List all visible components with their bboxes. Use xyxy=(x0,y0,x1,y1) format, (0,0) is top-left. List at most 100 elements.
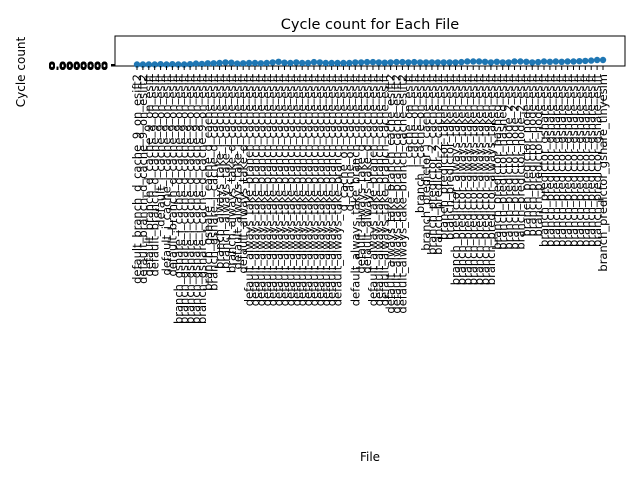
x-tick-label: branch_predictor_gshare_esift xyxy=(537,74,551,247)
data-point xyxy=(505,59,512,66)
data-point xyxy=(257,60,265,67)
x-axis-label: File xyxy=(360,450,380,464)
data-point xyxy=(281,59,288,66)
data-point xyxy=(546,58,554,65)
data-point xyxy=(139,61,147,68)
x-tick-label: default_always_take_d_cache_esift xyxy=(360,74,374,274)
x-tick-label: branch_predictor_i_cache_esift xyxy=(419,74,433,251)
y-tick-label: 0.0000000 xyxy=(49,61,109,72)
x-tick-label: branch_predictor_gshare_esift xyxy=(567,74,581,247)
y-tick-label: 0.0000000 xyxy=(49,61,109,72)
data-point xyxy=(216,59,223,67)
data-point xyxy=(346,59,353,67)
data-point xyxy=(169,60,176,68)
x-tick-label: default_always_take_branch_cache_esift xyxy=(313,74,327,307)
x-tick-label: default_always_take_d_cache_esift xyxy=(354,74,368,274)
data-point xyxy=(464,58,471,65)
data-point xyxy=(293,59,300,66)
x-tick-label: default_branch_d_cache_9_on_esift xyxy=(142,74,156,277)
data-point xyxy=(275,58,282,65)
data-point xyxy=(588,57,595,64)
data-point xyxy=(558,58,565,65)
data-point xyxy=(352,59,359,66)
x-tick-label: default_always_take_branch_cache_esift xyxy=(272,74,286,307)
x-tick-label: branch_i_cache_on_esift xyxy=(413,74,427,214)
data-point xyxy=(210,60,217,67)
x-tick-label: branch_predictor_gshare_esift xyxy=(543,74,557,247)
data-point xyxy=(393,58,400,66)
data-point xyxy=(322,59,329,67)
x-tick-label: branch_gshare_i_cache_d_cache_9_on_esift xyxy=(177,74,191,325)
x-tick-label: d_cache_on_cache_esift xyxy=(336,74,350,212)
x-tick-label: branch_gshare_i_cache_d_cache_esift xyxy=(207,74,221,291)
y-tick-label: 0.0000000 xyxy=(49,62,109,73)
x-tick-label: default_always_take_branch_cache_esift xyxy=(348,74,362,307)
x-tick-label: branch_predictor_always_taken_esift xyxy=(478,74,492,286)
data-point xyxy=(357,59,365,66)
x-tick-label: default_i_cache_i_cache_9_on_esift xyxy=(159,74,173,276)
y-axis-ticks: 0.00000000.00000000.00000000.00000000.00… xyxy=(49,61,115,73)
x-tick-label: branch_predictor_hashed_esift xyxy=(490,74,504,250)
x-tick-label: default_always_take_branch_cache_esift xyxy=(307,74,321,307)
x-tick-label: branch_predictor_2_cache_esift xyxy=(425,74,439,255)
data-point xyxy=(251,59,259,67)
y-tick-label: 0.0000000 xyxy=(49,61,109,72)
x-tick-label: branch_predictor_gshare_esift xyxy=(590,74,604,247)
data-point xyxy=(428,59,436,66)
x-tick-label: default_always_take_branch_cache_esift xyxy=(248,74,262,307)
data-point xyxy=(145,61,152,68)
data-point xyxy=(452,59,459,66)
x-tick-label: default_branch_d_cache_9_on_esift2 xyxy=(130,74,144,284)
y-tick-label: 0.0000000 xyxy=(49,62,109,73)
data-point xyxy=(458,58,465,66)
x-tick-label: branch_gshare_i_cache_d_cache_9_on_esift xyxy=(183,74,197,325)
x-tick-label: branch_predictor_always_taken_esift xyxy=(466,74,480,286)
x-tick-label: branch_predictor_always_taken_esift xyxy=(484,74,498,286)
data-point xyxy=(440,59,447,66)
data-point xyxy=(475,58,483,65)
data-point xyxy=(387,59,394,66)
x-tick-label: branch_predictor_gshare_esift xyxy=(555,74,569,247)
data-point xyxy=(552,58,560,65)
x-tick-label: d_cache_on_cache_esift xyxy=(342,74,356,212)
x-tick-label: default_always_take_d_cache_esift xyxy=(236,74,250,274)
x-tick-label: branch_predictor_gshare_esift xyxy=(549,74,563,247)
x-tick-label: branch_predictor_taken_esift xyxy=(437,74,451,240)
data-point xyxy=(151,61,158,68)
x-tick-label: default_branch_d_cache_9_on_esift xyxy=(148,74,162,277)
x-tick-label: default_always_take_branch_cache_esift xyxy=(260,74,274,307)
x-tick-label: branch_predictor_node_esift xyxy=(525,74,539,237)
data-point xyxy=(222,59,229,66)
y-tick-label: 0.0000000 xyxy=(49,61,109,72)
x-tick-label: branch_predictor_node_2_esift xyxy=(513,74,527,250)
x-tick-label: branch_always_take_i_cache_esift xyxy=(218,74,232,269)
data-point xyxy=(310,58,318,66)
data-point xyxy=(499,59,506,66)
x-tick-label: default_always_take_branch_cache_esift xyxy=(366,74,380,307)
data-point xyxy=(481,58,489,65)
data-point xyxy=(180,61,188,68)
data-point xyxy=(328,59,335,67)
x-tick-label: default_always_take_branch_cache_esift xyxy=(266,74,280,307)
data-point xyxy=(304,59,312,67)
data-point xyxy=(263,59,270,67)
data-point xyxy=(157,60,164,68)
data-point xyxy=(363,58,371,66)
x-tick-label: branch_predictor_always_taken_esift xyxy=(472,74,486,286)
data-point xyxy=(340,59,347,67)
data-point xyxy=(204,60,211,67)
x-tick-label: default_always_take_branch_cache_esift xyxy=(242,74,256,307)
data-point xyxy=(287,59,294,67)
y-tick-label: 0.0000000 xyxy=(49,61,109,72)
x-tick-label: default_always_take_branch_cache_esift xyxy=(378,74,392,307)
data-point xyxy=(599,56,607,64)
data-point xyxy=(399,58,406,66)
y-tick-label: 0.0000000 xyxy=(49,61,109,72)
x-tick-label: i_cache_on_esift xyxy=(407,74,421,168)
x-tick-label: branch_predictor_node_2_esift xyxy=(508,74,522,250)
x-tick-label: branch_predictor_node_esift xyxy=(531,74,545,237)
x-tick-label: branch_predictor_always_taken_esift xyxy=(454,74,468,286)
data-point xyxy=(405,59,412,66)
data-point xyxy=(375,59,383,66)
series-points-group xyxy=(133,56,607,68)
